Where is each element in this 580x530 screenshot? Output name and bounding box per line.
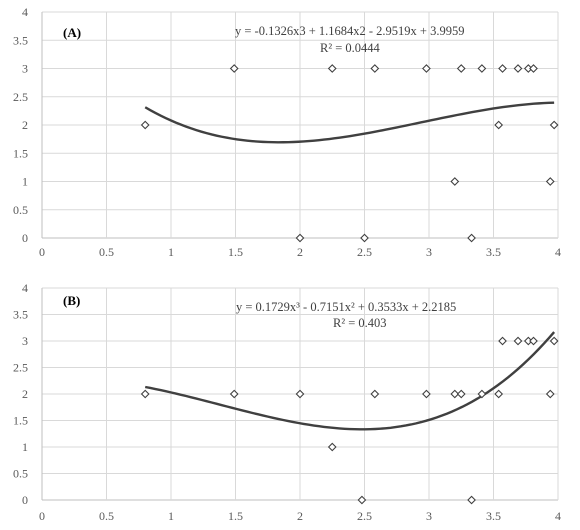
data-point-marker [360, 233, 369, 243]
x-tick-label: 1 [168, 245, 174, 259]
r-squared-label: R² = 0.403 [333, 316, 387, 330]
y-tick-labels: 0 0.5 1 1.5 2 2.5 3 3.5 4 [13, 5, 28, 245]
data-point-marker [545, 177, 555, 186]
y-tick-labels: 0 0.5 1 1.5 2 2.5 3 3.5 4 [13, 281, 28, 507]
r-squared-label: R² = 0.0444 [320, 41, 381, 55]
data-point-marker [513, 64, 523, 73]
y-tick-label: 3 [22, 334, 28, 348]
x-tick-label: 2.5 [357, 509, 372, 523]
x-tick-label: 0.5 [99, 245, 114, 259]
y-tick-label: 3 [22, 62, 28, 76]
panel-label: (A) [63, 25, 81, 40]
y-tick-label: 0 [22, 493, 28, 507]
data-point-marker [477, 64, 487, 73]
y-tick-label: 1 [22, 175, 28, 189]
data-point-marker [422, 64, 431, 73]
data-point-marker [327, 64, 337, 73]
trendline [144, 331, 556, 431]
y-tick-label: 2.5 [13, 361, 28, 375]
x-tick-labels: 0 0.5 1 1.5 2 2.5 3 3.5 4 [39, 245, 561, 259]
y-tick-label: 1.5 [13, 146, 28, 160]
x-tick-label: 3.5 [486, 245, 501, 259]
data-point-marker [467, 495, 476, 505]
x-tick-label: 2 [297, 509, 303, 523]
y-tick-label: 0 [22, 231, 28, 245]
panel-label: (B) [63, 293, 80, 308]
data-point-marker [450, 389, 460, 399]
y-tick-label: 1 [22, 440, 28, 454]
y-tick-label: 2 [22, 387, 28, 401]
x-tick-label: 0 [39, 509, 45, 523]
data-point-marker [229, 389, 239, 399]
x-tick-labels: 0 0.5 1 1.5 2 2.5 3 3.5 4 [39, 509, 561, 523]
gridlines [41, 11, 559, 239]
data-point-marker [357, 495, 367, 505]
x-tick-label: 2.5 [357, 245, 372, 259]
data-point-marker [467, 233, 476, 243]
data-point-marker [140, 389, 150, 399]
y-tick-label: 0.5 [13, 203, 28, 217]
data-points [140, 64, 559, 243]
y-tick-label: 2 [22, 118, 28, 132]
x-tick-label: 1 [168, 509, 174, 523]
data-point-marker [327, 442, 337, 452]
data-points [140, 336, 559, 505]
data-point-marker [422, 389, 431, 399]
y-tick-label: 3.5 [13, 308, 28, 322]
data-point-marker [370, 64, 380, 73]
data-point-marker [494, 120, 504, 130]
y-tick-label: 2.5 [13, 90, 28, 104]
data-point-marker [529, 64, 538, 73]
x-tick-label: 1.5 [228, 509, 243, 523]
data-point-marker [498, 336, 507, 346]
y-tick-label: 1.5 [13, 414, 28, 428]
x-tick-label: 2 [297, 245, 303, 259]
data-point-marker [140, 120, 150, 130]
data-point-marker [494, 389, 504, 399]
y-tick-label: 4 [22, 5, 28, 19]
x-tick-label: 4 [555, 509, 561, 523]
data-point-marker [529, 336, 538, 346]
gridlines [41, 287, 559, 501]
data-point-marker [549, 336, 559, 346]
data-point-marker [370, 389, 380, 399]
data-point-marker [456, 64, 466, 73]
x-tick-label: 3 [426, 245, 432, 259]
x-tick-label: 1.5 [228, 245, 243, 259]
data-point-marker [456, 389, 466, 399]
data-point-marker [229, 64, 239, 73]
chart-panel-b: 00.511.522.533.54 0 0.5 1 1.5 2 2.5 3 3.5 4 (B) … [13, 281, 561, 523]
x-tick-label: 4 [555, 245, 561, 259]
y-tick-label: 4 [22, 281, 28, 295]
data-point-marker [295, 389, 305, 399]
x-tick-label: 0.5 [99, 509, 114, 523]
x-tick-label: 3 [426, 509, 432, 523]
y-tick-label: 3.5 [13, 33, 28, 47]
x-tick-label: 0 [39, 245, 45, 259]
data-point-marker [295, 233, 305, 243]
trendline-equation: y = -0.1326x3 + 1.1684x2 - 2.9519x + 3.9… [235, 24, 464, 38]
data-point-marker [477, 389, 487, 399]
trendline [144, 101, 555, 144]
data-point-marker [549, 120, 559, 130]
chart-panel-a: 00.511.522.533.54 0 0.5 1 1.5 2 2.5 3 3.5 4 (A) … [13, 5, 561, 259]
data-point-marker [545, 389, 555, 399]
x-tick-label: 3.5 [486, 509, 501, 523]
trendline-equation: y = 0.1729x³ - 0.7151x² + 0.3533x + 2.21… [236, 300, 456, 314]
data-point-marker [498, 64, 507, 73]
data-point-marker [513, 336, 523, 346]
y-tick-label: 0.5 [13, 467, 28, 481]
data-point-marker [450, 177, 460, 186]
